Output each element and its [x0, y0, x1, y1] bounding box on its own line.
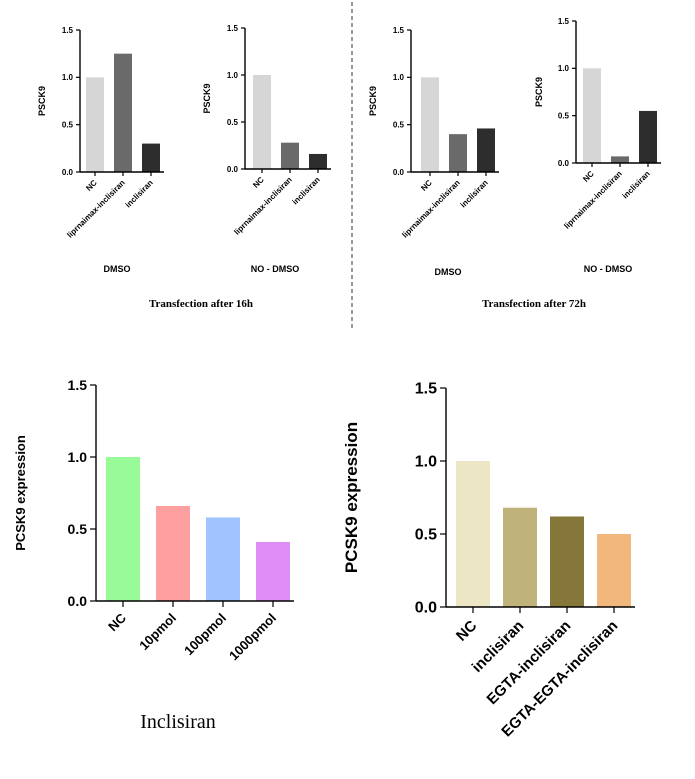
chart-6-y-tick-label-2: 0.5 — [415, 527, 437, 544]
chart-6-bar-4 — [597, 534, 631, 607]
chart-1-group-label: DMSO — [104, 264, 131, 274]
chart-1-bar-3 — [142, 143, 160, 172]
chart-1-bar-1 — [86, 77, 104, 172]
chart-5-bar-2 — [156, 505, 190, 601]
chart-4-y-axis-label: PSCK9 — [534, 77, 544, 107]
chart-2-group-label: NO - DMSO — [251, 264, 300, 274]
chart-4-y-tick-label-4: 1.5 — [558, 17, 570, 26]
chart-5-y-tick-label-4: 1.5 — [68, 377, 88, 393]
chart-5-y-tick-label-2: 0.5 — [68, 521, 88, 537]
chart-4-category-label-3: inclisiran — [621, 169, 652, 200]
caption-72h: Transfection after 72h — [482, 298, 586, 310]
chart-5-y-tick-label-1: 0.0 — [68, 593, 88, 609]
chart-2-y-tick-label-4: 1.5 — [227, 24, 239, 33]
chart-4-bar-1 — [583, 68, 601, 163]
chart-6-y-tick-label-1: 0.0 — [415, 600, 437, 617]
chart-6-bar-3 — [550, 516, 584, 607]
chart-4-group-label: NO - DMSO — [584, 264, 633, 274]
chart-4-bar-3 — [639, 110, 657, 163]
chart-3-y-tick-label-1: 0.0 — [393, 168, 405, 177]
caption-16h: Transfection after 16h — [149, 298, 253, 310]
chart-5-y-axis-label: PCSK9 expression — [13, 435, 28, 551]
chart-3-y-axis-label: PSCK9 — [368, 86, 378, 116]
chart-2-category-label-3: inclisiran — [291, 175, 322, 206]
chart-2-y-tick-label-3: 1.0 — [227, 71, 239, 80]
chart-2-category-label-1: NC — [251, 175, 266, 190]
chart-6-y-tick-label-3: 1.0 — [415, 454, 437, 471]
chart-4-y-tick-label-1: 0.0 — [558, 159, 570, 168]
chart-5-category-label-2: 10pmol — [136, 610, 179, 653]
chart-2-bar-3 — [309, 153, 327, 169]
chart-6-y-axis-label: PCSK9 expression — [342, 422, 361, 573]
chart-1-y-tick-label-3: 1.0 — [62, 73, 74, 82]
chart-5-bar-4 — [256, 541, 290, 601]
chart-1-category-label-1: NC — [84, 178, 99, 193]
chart-1-category-label-3: inclisiran — [124, 178, 155, 209]
chart-4-category-label-2: liprnaimax-inclisiran — [562, 169, 623, 230]
chart-3-category-label-2: liprnaimax-inclisiran — [400, 178, 461, 239]
chart-1-category-label-2: liprnaimax-inclisiran — [65, 178, 126, 239]
chart-6-y-tick-label-4: 1.5 — [415, 381, 437, 398]
chart-5-category-label-4: 1000pmol — [226, 610, 279, 663]
chart-5-category-label-1: NC — [105, 610, 129, 634]
chart-5-x-axis-label: Inclisiran — [140, 711, 216, 733]
chart-2-bar-1 — [253, 75, 271, 169]
chart-5-bar-3 — [206, 517, 240, 601]
chart-2-y-tick-label-1: 0.0 — [227, 165, 239, 174]
chart-3-bar-1 — [421, 77, 439, 172]
chart-1-y-axis-label: PSCK9 — [37, 86, 47, 116]
chart-4-y-tick-label-2: 0.5 — [558, 111, 570, 120]
chart-3-y-tick-label-4: 1.5 — [393, 26, 405, 35]
chart-1-y-tick-label-4: 1.5 — [62, 26, 74, 35]
chart-5-category-label-3: 100pmol — [181, 610, 229, 658]
chart-2-bar-2 — [281, 142, 299, 169]
chart-2-category-label-2: liprnaimax-inclisiran — [232, 175, 293, 236]
chart-5-bar-1 — [106, 457, 140, 601]
chart-4-y-tick-label-3: 1.0 — [558, 64, 570, 73]
chart-1-bar-2 — [114, 53, 132, 172]
chart-2-y-axis-label: PSCK9 — [202, 83, 212, 113]
chart-3-category-label-3: inclisiran — [459, 178, 490, 209]
chart-4-category-label-1: NC — [581, 169, 596, 184]
chart-6-bar-1 — [456, 461, 490, 607]
chart-1-y-tick-label-2: 0.5 — [62, 120, 74, 129]
chart-3-y-tick-label-3: 1.0 — [393, 73, 405, 82]
chart-3-bar-2 — [449, 134, 467, 172]
chart-1-y-tick-label-1: 0.0 — [62, 168, 74, 177]
chart-6-category-label-3: EGTA-inclisiran — [484, 617, 575, 708]
chart-3-bar-3 — [477, 128, 495, 172]
chart-5-y-tick-label-3: 1.0 — [68, 449, 88, 465]
chart-3-group-label: DMSO — [435, 267, 462, 277]
chart-6-category-label-1: NC — [453, 617, 480, 644]
chart-3-category-label-1: NC — [419, 178, 434, 193]
chart-3-y-tick-label-2: 0.5 — [393, 120, 405, 129]
chart-4-bar-2 — [611, 156, 629, 163]
chart-6-bar-2 — [503, 507, 537, 607]
chart-2-y-tick-label-2: 0.5 — [227, 118, 239, 127]
